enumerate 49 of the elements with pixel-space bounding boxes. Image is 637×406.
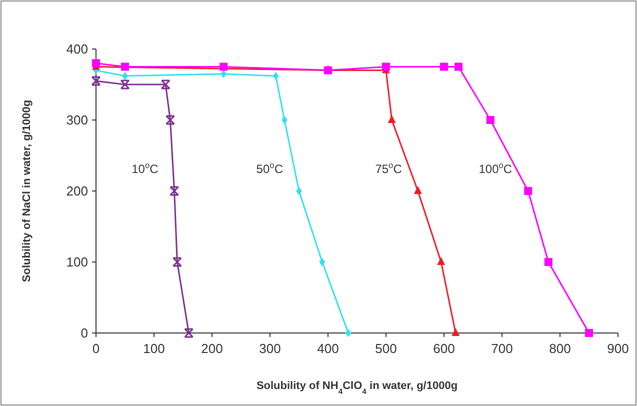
point — [92, 59, 100, 68]
x-tick-label: 900 — [607, 341, 629, 356]
point — [170, 186, 180, 196]
point — [296, 187, 302, 195]
point — [544, 258, 552, 266]
x-tick-label: 800 — [549, 341, 571, 356]
x-tick-label: 300 — [259, 341, 281, 356]
point — [160, 80, 170, 90]
x-tick-label: 600 — [433, 341, 455, 356]
series-label: 50$^{o}$C — [256, 160, 284, 176]
point — [454, 62, 462, 71]
point — [382, 62, 390, 71]
y-tick-label: 100 — [66, 254, 88, 270]
y-tick-label: 300 — [66, 112, 88, 128]
y-tick-label: 0 — [80, 326, 88, 340]
point — [272, 72, 279, 80]
point — [388, 115, 396, 123]
point — [91, 76, 101, 86]
point — [172, 257, 182, 267]
x-tick-label: 700 — [491, 341, 513, 356]
point — [120, 80, 130, 90]
x-tick-label: 500 — [375, 341, 397, 356]
point — [440, 62, 448, 71]
point — [184, 328, 194, 338]
point — [452, 328, 460, 336]
x-tick-label: 100 — [143, 341, 165, 356]
y-axis-title: Solubility of NaCl in water, g/1000g — [21, 100, 33, 282]
series-label: 10$^{o}$C — [132, 160, 159, 176]
y-tick-label: 400 — [66, 42, 88, 56]
point — [319, 258, 326, 266]
point — [585, 329, 593, 337]
series-label: 75$^{o}$C — [375, 160, 402, 176]
point — [414, 186, 422, 194]
point — [121, 62, 129, 71]
y-tick-label: 200 — [66, 184, 88, 198]
point — [282, 116, 288, 124]
x-tick-label: 200 — [201, 341, 223, 356]
point — [524, 187, 532, 195]
x-axis-title: Solubility of NH$_{4}$ClO$_{4}$ in water, g/1000g — [256, 380, 458, 396]
x-tick-label: 0 — [92, 341, 100, 356]
point — [220, 70, 227, 78]
point — [437, 257, 446, 265]
x-tick-label: 400 — [317, 341, 339, 356]
point — [165, 115, 175, 125]
point — [220, 62, 228, 71]
series-label: 100$^{o}$C — [478, 160, 512, 176]
point — [122, 72, 128, 80]
point — [345, 329, 352, 337]
point — [486, 116, 494, 124]
